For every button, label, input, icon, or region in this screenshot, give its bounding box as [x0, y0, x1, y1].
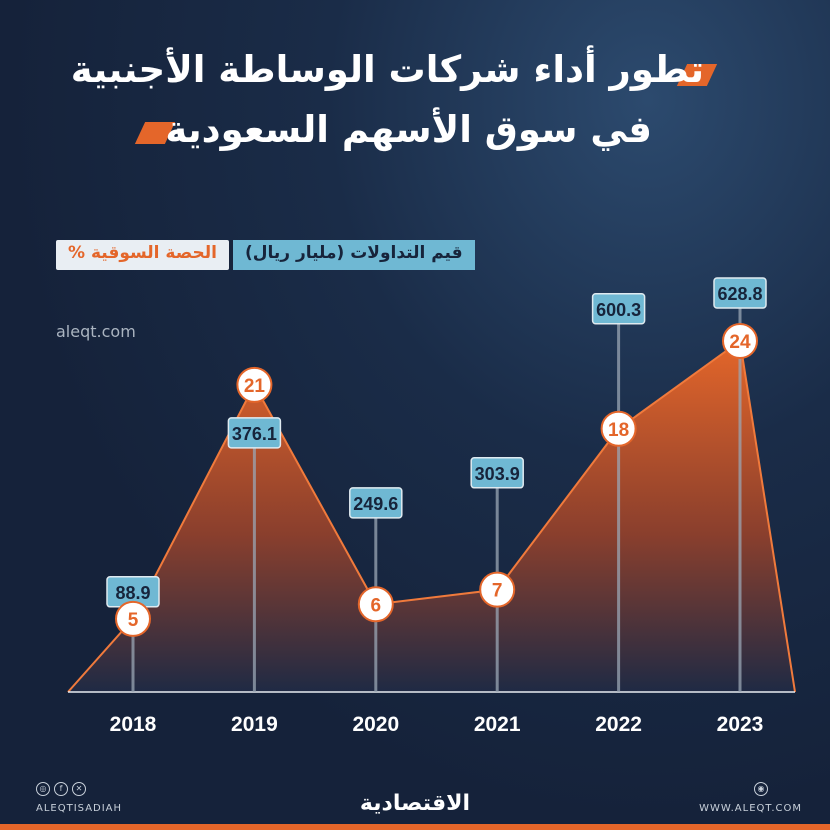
- value-label: 88.9: [115, 583, 150, 603]
- share-marker-group: 6: [357, 586, 394, 623]
- x-icon[interactable]: ✕: [72, 782, 86, 796]
- facebook-icon[interactable]: f: [54, 782, 68, 796]
- value-label: 376.1: [232, 424, 277, 444]
- share-marker-group: 24: [722, 323, 758, 359]
- value-label: 600.3: [596, 300, 641, 320]
- share-marker: [600, 410, 637, 447]
- bottom-accent-bar: [0, 824, 830, 830]
- value-badge: [227, 417, 282, 449]
- legend-share-label: الحصة السوقية %: [56, 240, 229, 270]
- legend-value-label: قيم التداولات (مليار ريال): [232, 240, 475, 270]
- share-marker-group: 5: [115, 600, 151, 637]
- share-marker-group: 7: [479, 571, 516, 608]
- x-tick-label: 2018: [110, 713, 157, 736]
- share-label: 24: [729, 332, 751, 353]
- value-label: 249.6: [353, 494, 398, 514]
- value-badge: [349, 487, 403, 519]
- legend: قيم التداولات (مليار ريال) الحصة السوقية…: [56, 240, 475, 270]
- value-label-group: 600.3: [591, 293, 646, 325]
- share-marker: [115, 600, 151, 637]
- share-area: [68, 341, 795, 692]
- value-badge: [470, 457, 524, 489]
- value-label-group: 376.1: [227, 417, 282, 449]
- chart-title-line1: تطور أداء شركات الوساطة الأجنبية: [70, 48, 704, 91]
- value-badge: [713, 277, 767, 309]
- x-tick-label: 2022: [595, 713, 642, 736]
- chart-title-line2: في سوق الأسهم السعودية: [165, 108, 652, 151]
- share-marker: [236, 366, 273, 403]
- value-label: 628.8: [717, 284, 762, 304]
- instagram-icon[interactable]: ◎: [36, 782, 50, 796]
- share-marker-group: 18: [600, 410, 637, 447]
- brand-logo: الاقتصادية: [359, 791, 471, 816]
- share-marker-group: 21: [236, 366, 273, 403]
- value-label-group: 88.9: [106, 576, 160, 608]
- share-label: 7: [492, 581, 503, 602]
- source-text: aleqt.com: [56, 322, 136, 341]
- share-label: 18: [608, 420, 629, 441]
- x-tick-label: 2020: [352, 713, 399, 736]
- share-label: 21: [244, 376, 266, 397]
- x-tick-label: 2019: [231, 713, 278, 736]
- website-url[interactable]: WWW.ALEQT.COM: [699, 803, 802, 814]
- share-marker: [479, 571, 516, 608]
- share-marker: [357, 586, 394, 623]
- web-icon[interactable]: ◉: [754, 782, 768, 796]
- value-label: 303.9: [475, 464, 520, 484]
- value-label-group: 628.8: [713, 277, 767, 309]
- legend-separator: [228, 240, 233, 270]
- x-tick-label: 2021: [474, 713, 521, 736]
- share-label: 6: [371, 595, 382, 616]
- share-marker: [722, 323, 758, 359]
- x-tick-label: 2023: [717, 713, 764, 736]
- value-badge: [591, 293, 646, 325]
- social-handle: ALEQTISADIAH: [36, 803, 123, 814]
- share-label: 5: [128, 610, 139, 631]
- value-label-group: 303.9: [470, 457, 524, 489]
- value-label-group: 249.6: [349, 487, 403, 519]
